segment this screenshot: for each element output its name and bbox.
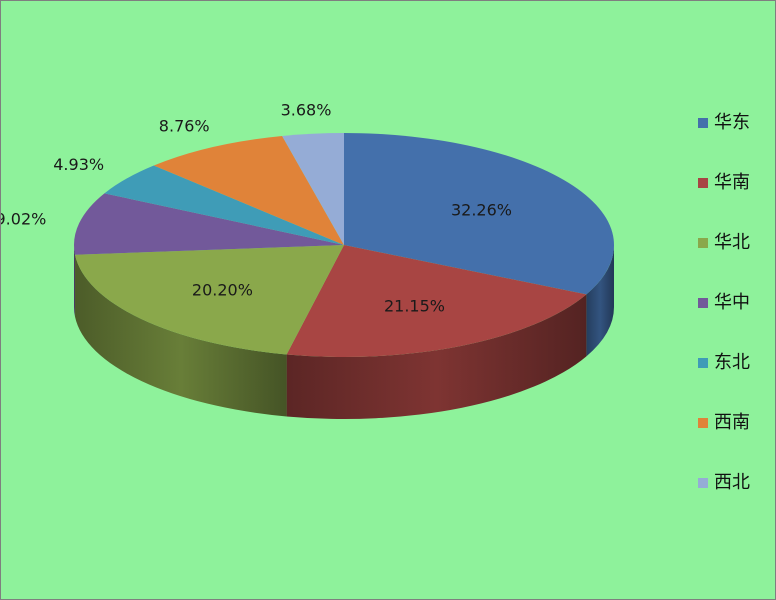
label-northeast: 4.93%	[53, 155, 104, 174]
slice-central-china	[74, 193, 344, 255]
legend-item: 东北	[698, 350, 773, 410]
legend-swatch	[698, 298, 708, 308]
legend-label: 西南	[714, 412, 750, 433]
legend-label: 西北	[714, 472, 750, 493]
label-northwest: 3.68%	[281, 100, 332, 119]
legend: 华东华南华北华中东北西南西北	[698, 110, 773, 530]
pie-sides	[74, 245, 614, 419]
slice-south-china	[286, 245, 587, 357]
legend-swatch	[698, 178, 708, 188]
legend-label: 华北	[714, 232, 750, 253]
legend-label: 东北	[714, 352, 750, 373]
legend-label: 华东	[714, 112, 750, 133]
slice-east-china	[344, 133, 614, 295]
legend-swatch	[698, 238, 708, 248]
slice-east-china-side	[586, 245, 614, 357]
legend-swatch	[698, 118, 708, 128]
legend-item: 西南	[698, 410, 773, 470]
label-north-china: 20.20%	[192, 280, 253, 299]
legend-item: 华东	[698, 110, 773, 170]
legend-label: 华中	[714, 292, 750, 313]
slice-north-china	[75, 245, 344, 355]
legend-item: 华南	[698, 170, 773, 230]
slice-southwest	[153, 135, 344, 245]
legend-label: 华南	[714, 172, 750, 193]
legend-item: 华中	[698, 290, 773, 350]
slice-northwest	[282, 133, 344, 245]
pie-labels: 32.26% 21.15% 20.20% 9.02% 4.93% 8.76% 3.68%	[1, 100, 512, 315]
slice-south-china-side	[286, 294, 587, 419]
slice-northeast	[104, 165, 344, 245]
label-southwest: 8.76%	[159, 117, 210, 136]
legend-item: 华北	[698, 230, 773, 290]
label-central-china: 9.02%	[1, 209, 46, 228]
slice-central-china-side	[74, 245, 76, 317]
label-south-china: 21.15%	[384, 297, 445, 316]
legend-swatch	[698, 418, 708, 428]
legend-item: 西北	[698, 470, 773, 530]
legend-swatch	[698, 358, 708, 368]
legend-swatch	[698, 478, 708, 488]
label-east-china: 32.26%	[451, 200, 512, 219]
pie-top	[74, 133, 614, 357]
slice-north-china-side	[75, 254, 287, 417]
